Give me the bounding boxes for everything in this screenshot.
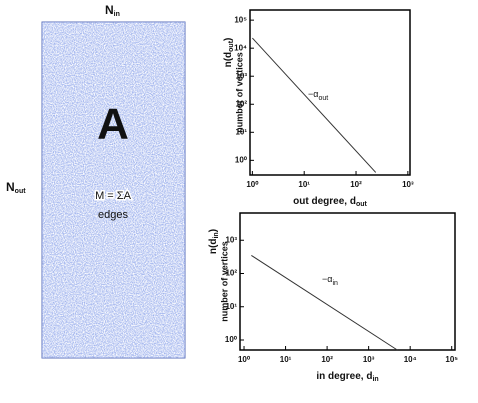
y-tick-label: 10³ (225, 235, 237, 244)
y-axis-label-part: ) (223, 38, 234, 41)
n-in-main: N (105, 3, 114, 17)
x-tick-label: 10⁰ (246, 180, 259, 189)
n-out-sub: out (15, 188, 27, 195)
x-axis-label-sub: out (356, 201, 368, 208)
plot-frame (239, 212, 456, 351)
n-in-sub: in (114, 11, 120, 18)
n-out: Nout (6, 180, 26, 195)
n-out-main: N (6, 180, 15, 194)
x-tick-label: 10⁰ (238, 355, 251, 364)
slope-annotation-sub: in (332, 280, 338, 287)
matrix-label: A (97, 100, 129, 149)
x-axis-label-part: out degree, d (293, 196, 356, 207)
y-axis-label-sub: out (228, 40, 235, 52)
edges-halo: M = ΣA (95, 190, 131, 202)
plot-frame (249, 9, 411, 176)
x-tick-label: 10¹ (298, 180, 310, 189)
x-axis-label: out degree, dout (293, 196, 367, 208)
slope-annotation: −αin (322, 274, 338, 286)
series-line (252, 37, 377, 173)
slope-annotation-part: −α (322, 274, 332, 284)
y-tick-label: 10⁰ (225, 335, 238, 344)
x-axis-label-part: in degree, d (316, 371, 372, 382)
n-in: Nin (105, 3, 120, 18)
y-tick-label: 10⁵ (234, 15, 247, 24)
slope-annotation: −αout (308, 89, 328, 101)
y-tick-label: 10¹ (225, 302, 237, 311)
y-axis-label-2: number of vertices (219, 241, 229, 322)
y-axis-label-sub: in (213, 232, 220, 238)
y-axis-label: n(dout) (223, 38, 235, 68)
y-axis-label-part: n(d (208, 239, 219, 255)
x-tick-label: 10² (350, 180, 362, 189)
y-tick-label: 10¹ (235, 127, 247, 136)
y-axis-label-2: number of vertices (234, 52, 244, 133)
x-tick-label: 10⁴ (404, 355, 417, 364)
x-axis-label-sub: in (372, 376, 378, 383)
x-axis-label: in degree, din (316, 371, 378, 383)
y-axis-label: n(din) (208, 229, 220, 254)
slope-annotation-sub: out (318, 95, 328, 102)
y-tick-label: 10⁴ (234, 43, 247, 52)
y-tick-label: 10² (225, 269, 237, 278)
x-tick-label: 10³ (363, 355, 375, 364)
x-tick-label: 10¹ (280, 355, 292, 364)
y-tick-label: 10⁰ (235, 155, 248, 164)
series-line (251, 254, 398, 351)
y-axis-label-part: n(d (223, 52, 234, 68)
edges-word: edges (98, 209, 128, 221)
x-tick-label: 10⁵ (445, 355, 458, 364)
edges-formula: M = ΣA (95, 190, 131, 202)
matrix-noise (42, 22, 185, 358)
x-tick-label: 10³ (402, 180, 414, 189)
slope-annotation-part: −α (308, 89, 318, 99)
x-tick-label: 10² (321, 355, 333, 364)
y-axis-label-part: ) (208, 229, 219, 232)
y-tick-label: 10² (235, 99, 247, 108)
y-tick-label: 10³ (235, 71, 247, 80)
